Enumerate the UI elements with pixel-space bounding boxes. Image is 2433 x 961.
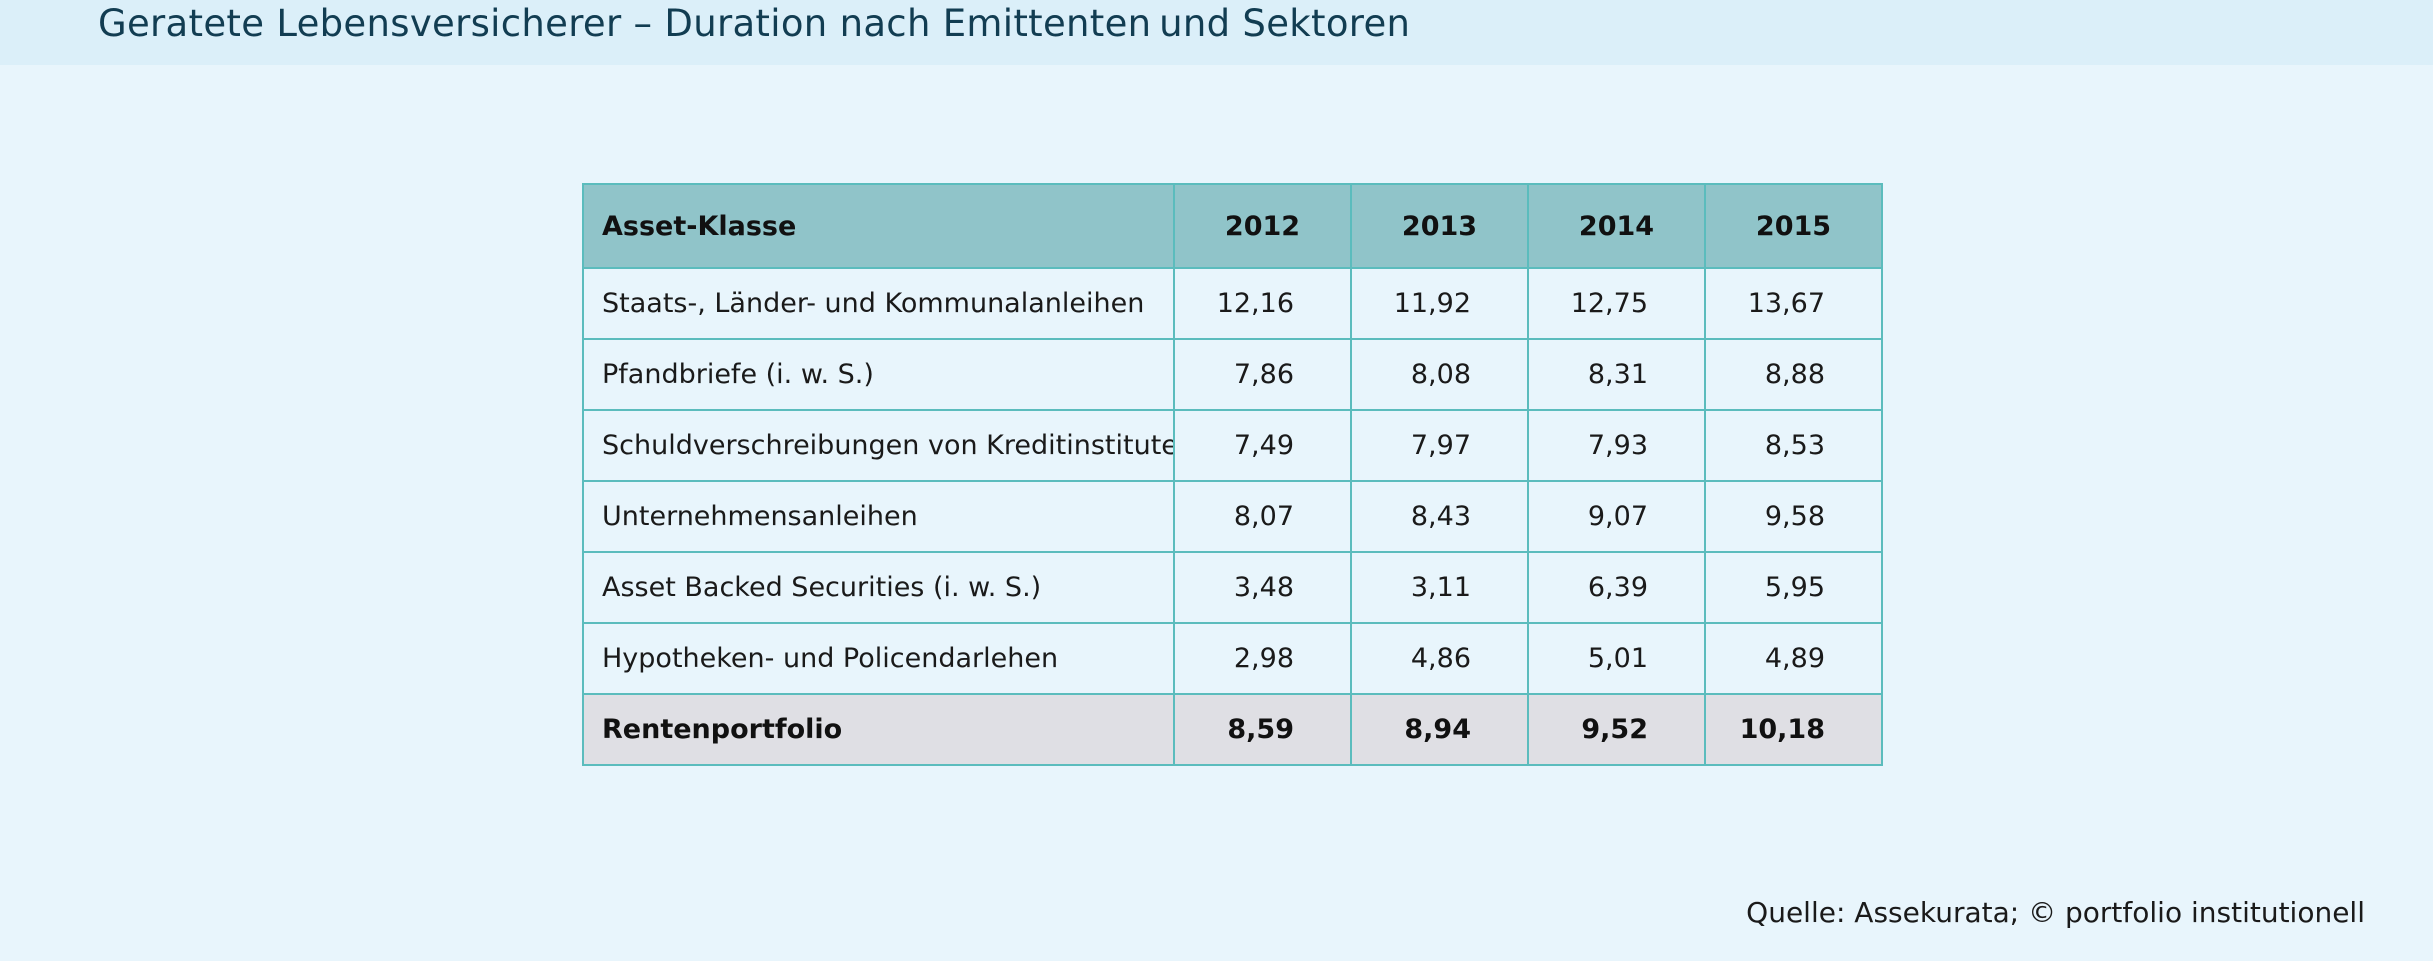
cell-value: 12,75 [1527,267,1706,340]
page-title: Geratete Lebensversicherer – Duration na… [98,2,1411,45]
total-label: Rentenportfolio [582,693,1175,766]
table-total-row: Rentenportfolio 8,59 8,94 9,52 10,18 [582,693,1883,766]
table-header-row: Asset-Klasse 2012 2013 2014 2015 [582,183,1883,269]
column-header-2012: 2012 [1173,183,1352,269]
total-value: 8,94 [1350,693,1529,766]
total-value: 10,18 [1704,693,1883,766]
cell-value: 8,43 [1350,480,1529,553]
row-label: Unternehmensanleihen [582,480,1175,553]
column-header-2014: 2014 [1527,183,1706,269]
title-bar: Geratete Lebensversicherer – Duration na… [0,0,2433,65]
cell-value: 8,31 [1527,338,1706,411]
cell-value: 7,86 [1173,338,1352,411]
cell-value: 7,97 [1350,409,1529,482]
table-row: Pfandbriefe (i. w. S.) 7,86 8,08 8,31 8,… [582,338,1883,411]
table-row: Schuldverschreibungen von Kreditinstitut… [582,409,1883,482]
column-header-2015: 2015 [1704,183,1883,269]
row-label: Asset Backed Securities (i. w. S.) [582,551,1175,624]
cell-value: 8,07 [1173,480,1352,553]
cell-value: 4,86 [1350,622,1529,695]
total-value: 8,59 [1173,693,1352,766]
row-label: Hypotheken- und Policendarlehen [582,622,1175,695]
cell-value: 2,98 [1173,622,1352,695]
table-row: Staats-, Länder- und Kommunalanleihen 12… [582,267,1883,340]
column-header-2013: 2013 [1350,183,1529,269]
cell-value: 7,93 [1527,409,1706,482]
source-note: Quelle: Assekurata; © portfolio institut… [1746,896,2365,929]
cell-value: 9,07 [1527,480,1706,553]
row-label: Staats-, Länder- und Kommunalanleihen [582,267,1175,340]
column-header-asset-class: Asset-Klasse [582,183,1175,269]
cell-value: 8,88 [1704,338,1883,411]
duration-table: Asset-Klasse 2012 2013 2014 2015 Staats-… [582,183,1883,766]
cell-value: 6,39 [1527,551,1706,624]
cell-value: 5,95 [1704,551,1883,624]
cell-value: 8,08 [1350,338,1529,411]
cell-value: 9,58 [1704,480,1883,553]
row-label: Schuldverschreibungen von Kreditinstitut… [582,409,1175,482]
table-row: Hypotheken- und Policendarlehen 2,98 4,8… [582,622,1883,695]
cell-value: 3,48 [1173,551,1352,624]
cell-value: 3,11 [1350,551,1529,624]
cell-value: 8,53 [1704,409,1883,482]
cell-value: 11,92 [1350,267,1529,340]
table-row: Unternehmensanleihen 8,07 8,43 9,07 9,58 [582,480,1883,553]
total-value: 9,52 [1527,693,1706,766]
row-label: Pfandbriefe (i. w. S.) [582,338,1175,411]
cell-value: 4,89 [1704,622,1883,695]
cell-value: 13,67 [1704,267,1883,340]
table-row: Asset Backed Securities (i. w. S.) 3,48 … [582,551,1883,624]
cell-value: 7,49 [1173,409,1352,482]
cell-value: 5,01 [1527,622,1706,695]
cell-value: 12,16 [1173,267,1352,340]
